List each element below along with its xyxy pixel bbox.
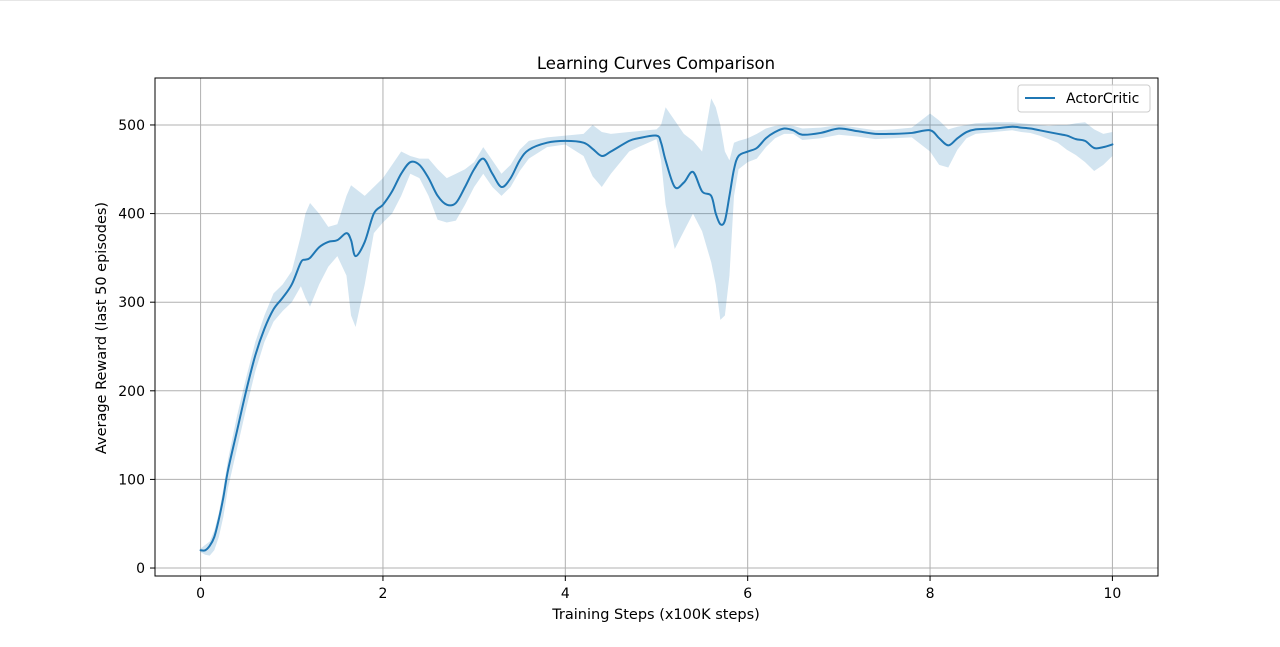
series-lines: [199, 125, 1114, 552]
x-tick-label-3: 6: [743, 586, 752, 602]
x-tick-label-4: 8: [926, 586, 935, 602]
legend-label-actorcritic: ActorCritic: [1066, 91, 1139, 107]
y-tick-label-5: 500: [118, 118, 145, 134]
series-line-0: [199, 125, 1114, 552]
x-tick-label-2: 4: [561, 586, 570, 602]
grid-lines: [155, 78, 1158, 576]
y-tick-label-4: 400: [118, 207, 145, 223]
x-axis-ticks: 0 2 4 6 8 10: [196, 576, 1121, 602]
plot-background: [155, 78, 1158, 576]
x-tick-label-5: 10: [1103, 586, 1121, 602]
plot-frame: [154, 77, 1159, 577]
legend: ActorCritic: [1017, 84, 1151, 113]
x-tick-label-1: 2: [378, 586, 387, 602]
legend-box: [1017, 84, 1151, 113]
y-axis-ticks: 0 100 200 300 400 500: [118, 118, 155, 577]
top-border: [0, 0, 1280, 1]
y-tick-label-0: 0: [136, 561, 145, 577]
y-axis-label: Average Reward (last 50 episodes): [94, 202, 110, 454]
y-tick-label-2: 200: [118, 384, 145, 400]
y-tick-label-1: 100: [118, 472, 145, 488]
x-axis-label: Training Steps (x100K steps): [551, 607, 760, 623]
x-tick-label-0: 0: [196, 586, 205, 602]
y-tick-label-3: 300: [118, 295, 145, 311]
chart-title: Learning Curves Comparison: [537, 54, 775, 73]
